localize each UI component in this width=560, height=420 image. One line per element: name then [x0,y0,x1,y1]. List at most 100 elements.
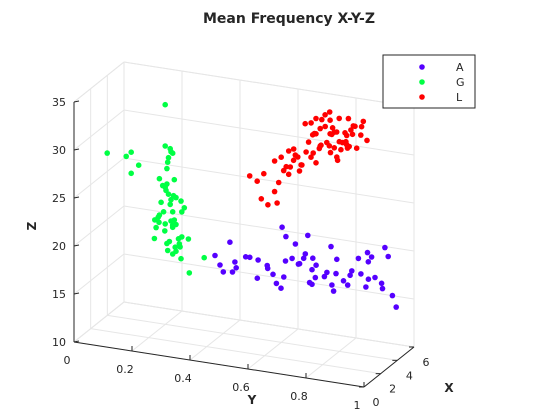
data-point [336,115,343,122]
data-point [279,224,285,230]
data-point [382,244,388,251]
data-point [278,285,284,292]
chart-title: Mean Frequency X-Y-Z [203,11,375,27]
y-tick-label: 0.2 [116,363,134,376]
data-point [175,236,182,242]
legend-marker [419,64,425,70]
data-point [317,143,324,149]
legend-marker [419,79,425,85]
data-point [169,209,176,215]
data-point [162,228,168,234]
y-axis-line [73,341,365,388]
data-point [233,265,239,271]
data-point [327,117,333,123]
data-point [164,165,170,172]
data-point [274,200,280,206]
data-point [229,269,236,275]
floor-grid-y [305,337,357,379]
data-point [281,274,287,280]
legend[interactable]: AGL [382,54,476,109]
data-point [170,192,177,199]
data-point [300,255,307,262]
data-point [331,129,338,135]
data-point [389,292,396,299]
data-point [156,219,162,226]
data-point [309,266,315,273]
z-tick-mark [73,244,80,247]
data-point [364,249,371,256]
data-point [104,150,110,156]
data-point [287,164,294,170]
wall-grid-z [73,61,125,103]
series-G [104,101,207,276]
data-point [310,255,316,261]
series-L [246,109,370,208]
z-tick-label: 15 [52,288,66,301]
y-tick-label: 0 [64,354,71,367]
x-tick-label: 4 [406,369,413,382]
wall-grid-z [123,253,415,300]
data-point [379,285,386,292]
data-point [365,276,372,283]
data-point [313,131,319,137]
x-axis-line [363,346,415,388]
data-point [186,270,193,276]
wall-grid-z [123,109,415,156]
data-point [313,262,319,269]
data-point [162,143,168,149]
z-tick-mark [73,196,80,199]
data-point [283,233,289,240]
x-tick-label: 0 [373,396,380,409]
data-point [123,153,129,160]
data-point [305,139,312,145]
data-point [336,138,343,145]
data-point [169,222,176,229]
data-point [232,259,238,265]
z-tick-mark [73,100,80,103]
data-point [295,261,302,267]
data-point [159,182,166,189]
data-point [322,123,329,130]
y-tick-label: 0.6 [232,381,250,394]
data-point [165,154,172,161]
data-point [261,170,267,177]
z-tick-label: 30 [52,144,66,157]
floor-grid-y [247,328,299,370]
data-point [372,274,378,281]
floor-grid-y [189,319,241,361]
data-point [327,131,333,137]
data-point [242,253,249,260]
data-point [324,269,330,276]
legend-box [382,54,476,109]
data-point [363,284,369,290]
data-point [179,209,185,215]
data-point [349,131,356,138]
data-point [321,273,328,280]
data-point [292,152,299,158]
data-point [348,127,354,133]
data-point [329,282,335,288]
data-point [163,187,169,194]
data-point [128,149,134,155]
data-point [282,258,289,264]
data-point [306,279,313,286]
data-point [302,251,309,257]
data-point [338,146,344,153]
data-point [164,159,171,165]
wall-grid-z [73,205,125,247]
data-point [289,255,295,262]
data-point [352,123,358,130]
data-points [104,101,400,310]
z-tick-label: 35 [52,96,66,109]
data-point [358,123,365,130]
data-point [365,259,372,265]
data-point [344,145,351,151]
data-point [254,275,261,282]
data-point [360,118,367,125]
data-point [181,205,188,211]
z-tick-label: 20 [52,240,66,253]
data-point [330,288,337,294]
data-point [312,274,319,281]
